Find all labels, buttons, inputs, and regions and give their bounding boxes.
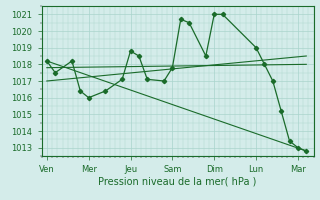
X-axis label: Pression niveau de la mer( hPa ): Pression niveau de la mer( hPa ) [99,177,257,187]
